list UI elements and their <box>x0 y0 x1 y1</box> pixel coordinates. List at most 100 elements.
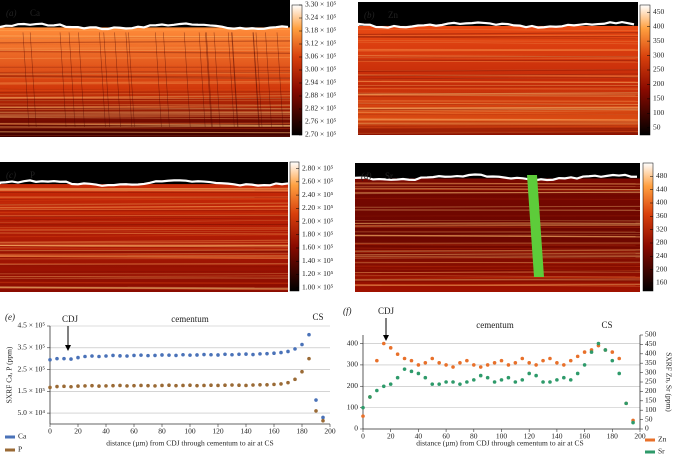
data-point <box>300 369 304 374</box>
data-point <box>430 382 435 386</box>
data-point <box>534 373 538 378</box>
image-band <box>0 122 291 127</box>
image-band <box>0 112 291 115</box>
data-point <box>388 382 393 386</box>
legend-swatch <box>645 438 655 442</box>
data-point <box>258 352 262 356</box>
data-point <box>76 355 80 360</box>
data-point <box>375 358 379 363</box>
image-band <box>357 108 639 112</box>
image-band <box>357 131 639 134</box>
image-band <box>354 283 641 286</box>
image-band <box>0 113 291 117</box>
data-point <box>167 383 171 388</box>
image-band <box>354 270 641 272</box>
data-point <box>478 365 483 369</box>
image-band <box>0 286 289 290</box>
data-point <box>465 358 469 363</box>
image-band <box>354 205 641 208</box>
y2-tick-label: 450 <box>645 339 657 348</box>
data-point <box>485 363 490 367</box>
data-point <box>146 383 150 388</box>
image-streak <box>78 32 85 128</box>
data-point <box>568 378 573 382</box>
image-streak <box>255 32 263 128</box>
colorbar-tick-label: 1.20 × 10⁵ <box>302 269 334 278</box>
image-streak <box>206 32 213 128</box>
colorbar-tick-label: 3.12 × 10⁵ <box>305 39 337 48</box>
colorbar-tick-label: 2.70 × 10⁵ <box>305 130 337 139</box>
image-band <box>0 107 291 110</box>
y2-tick-label: 200 <box>645 386 657 395</box>
data-point <box>375 388 379 393</box>
image-band <box>357 118 639 121</box>
image-band <box>0 206 289 209</box>
y-tick-label: 1.5 × 10⁵ <box>18 386 46 395</box>
image-band <box>357 55 639 59</box>
data-point <box>223 383 227 388</box>
data-point <box>582 350 587 354</box>
data-point <box>568 358 573 363</box>
image-band <box>0 245 289 248</box>
image-band <box>0 97 291 101</box>
data-point <box>499 378 504 382</box>
data-point <box>279 382 283 386</box>
colorbar-tick-label: 250 <box>653 65 665 74</box>
data-point <box>160 383 164 388</box>
x-tick-label: 140 <box>240 427 252 436</box>
image-band <box>357 103 639 106</box>
image-band <box>357 53 639 56</box>
image-band <box>357 117 639 120</box>
image-band <box>0 232 289 234</box>
image-streak <box>22 32 30 128</box>
image-band <box>357 88 639 90</box>
data-point <box>430 356 435 361</box>
image-band <box>0 116 291 120</box>
colorbar-tick-label: 200 <box>653 79 665 88</box>
image-band <box>0 253 289 256</box>
data-point <box>83 384 87 388</box>
image-band <box>354 278 641 281</box>
colorbar-tick-label: 3.18 × 10⁵ <box>305 26 337 35</box>
image-band <box>357 76 639 79</box>
image-band <box>0 270 289 273</box>
image-band <box>0 187 289 190</box>
legend-label: P <box>18 445 22 454</box>
image-band <box>0 75 291 78</box>
image-band <box>354 278 641 282</box>
image-band <box>0 43 291 46</box>
image-band <box>0 255 289 259</box>
image-body <box>0 27 290 137</box>
data-point <box>492 380 497 384</box>
data-point <box>527 371 531 376</box>
image-band <box>0 255 289 258</box>
image-band <box>357 69 639 72</box>
data-point <box>48 357 52 362</box>
colorbar-tick-label: 300 <box>653 50 665 59</box>
data-point <box>368 395 372 399</box>
data-point <box>97 384 101 388</box>
image-band <box>0 46 291 49</box>
panel-label: (d) <box>361 171 372 181</box>
image-body <box>0 184 288 292</box>
image-band <box>357 122 639 125</box>
data-point <box>83 354 87 359</box>
image-band <box>0 36 291 39</box>
image-band <box>0 122 291 125</box>
image-band <box>0 109 291 112</box>
data-point <box>589 350 594 354</box>
image-band <box>357 35 639 37</box>
marker-bar <box>527 175 544 277</box>
data-point <box>492 360 497 365</box>
image-band <box>0 203 289 205</box>
image-band <box>0 70 291 73</box>
image-band <box>354 191 641 194</box>
panel-label: (e) <box>5 312 15 322</box>
data-point <box>409 369 414 374</box>
image-band <box>354 215 641 219</box>
image-band <box>354 234 641 237</box>
image-band <box>0 82 291 85</box>
image-band <box>0 249 289 252</box>
y2-tick-label: 350 <box>645 358 657 367</box>
data-point <box>62 384 66 389</box>
